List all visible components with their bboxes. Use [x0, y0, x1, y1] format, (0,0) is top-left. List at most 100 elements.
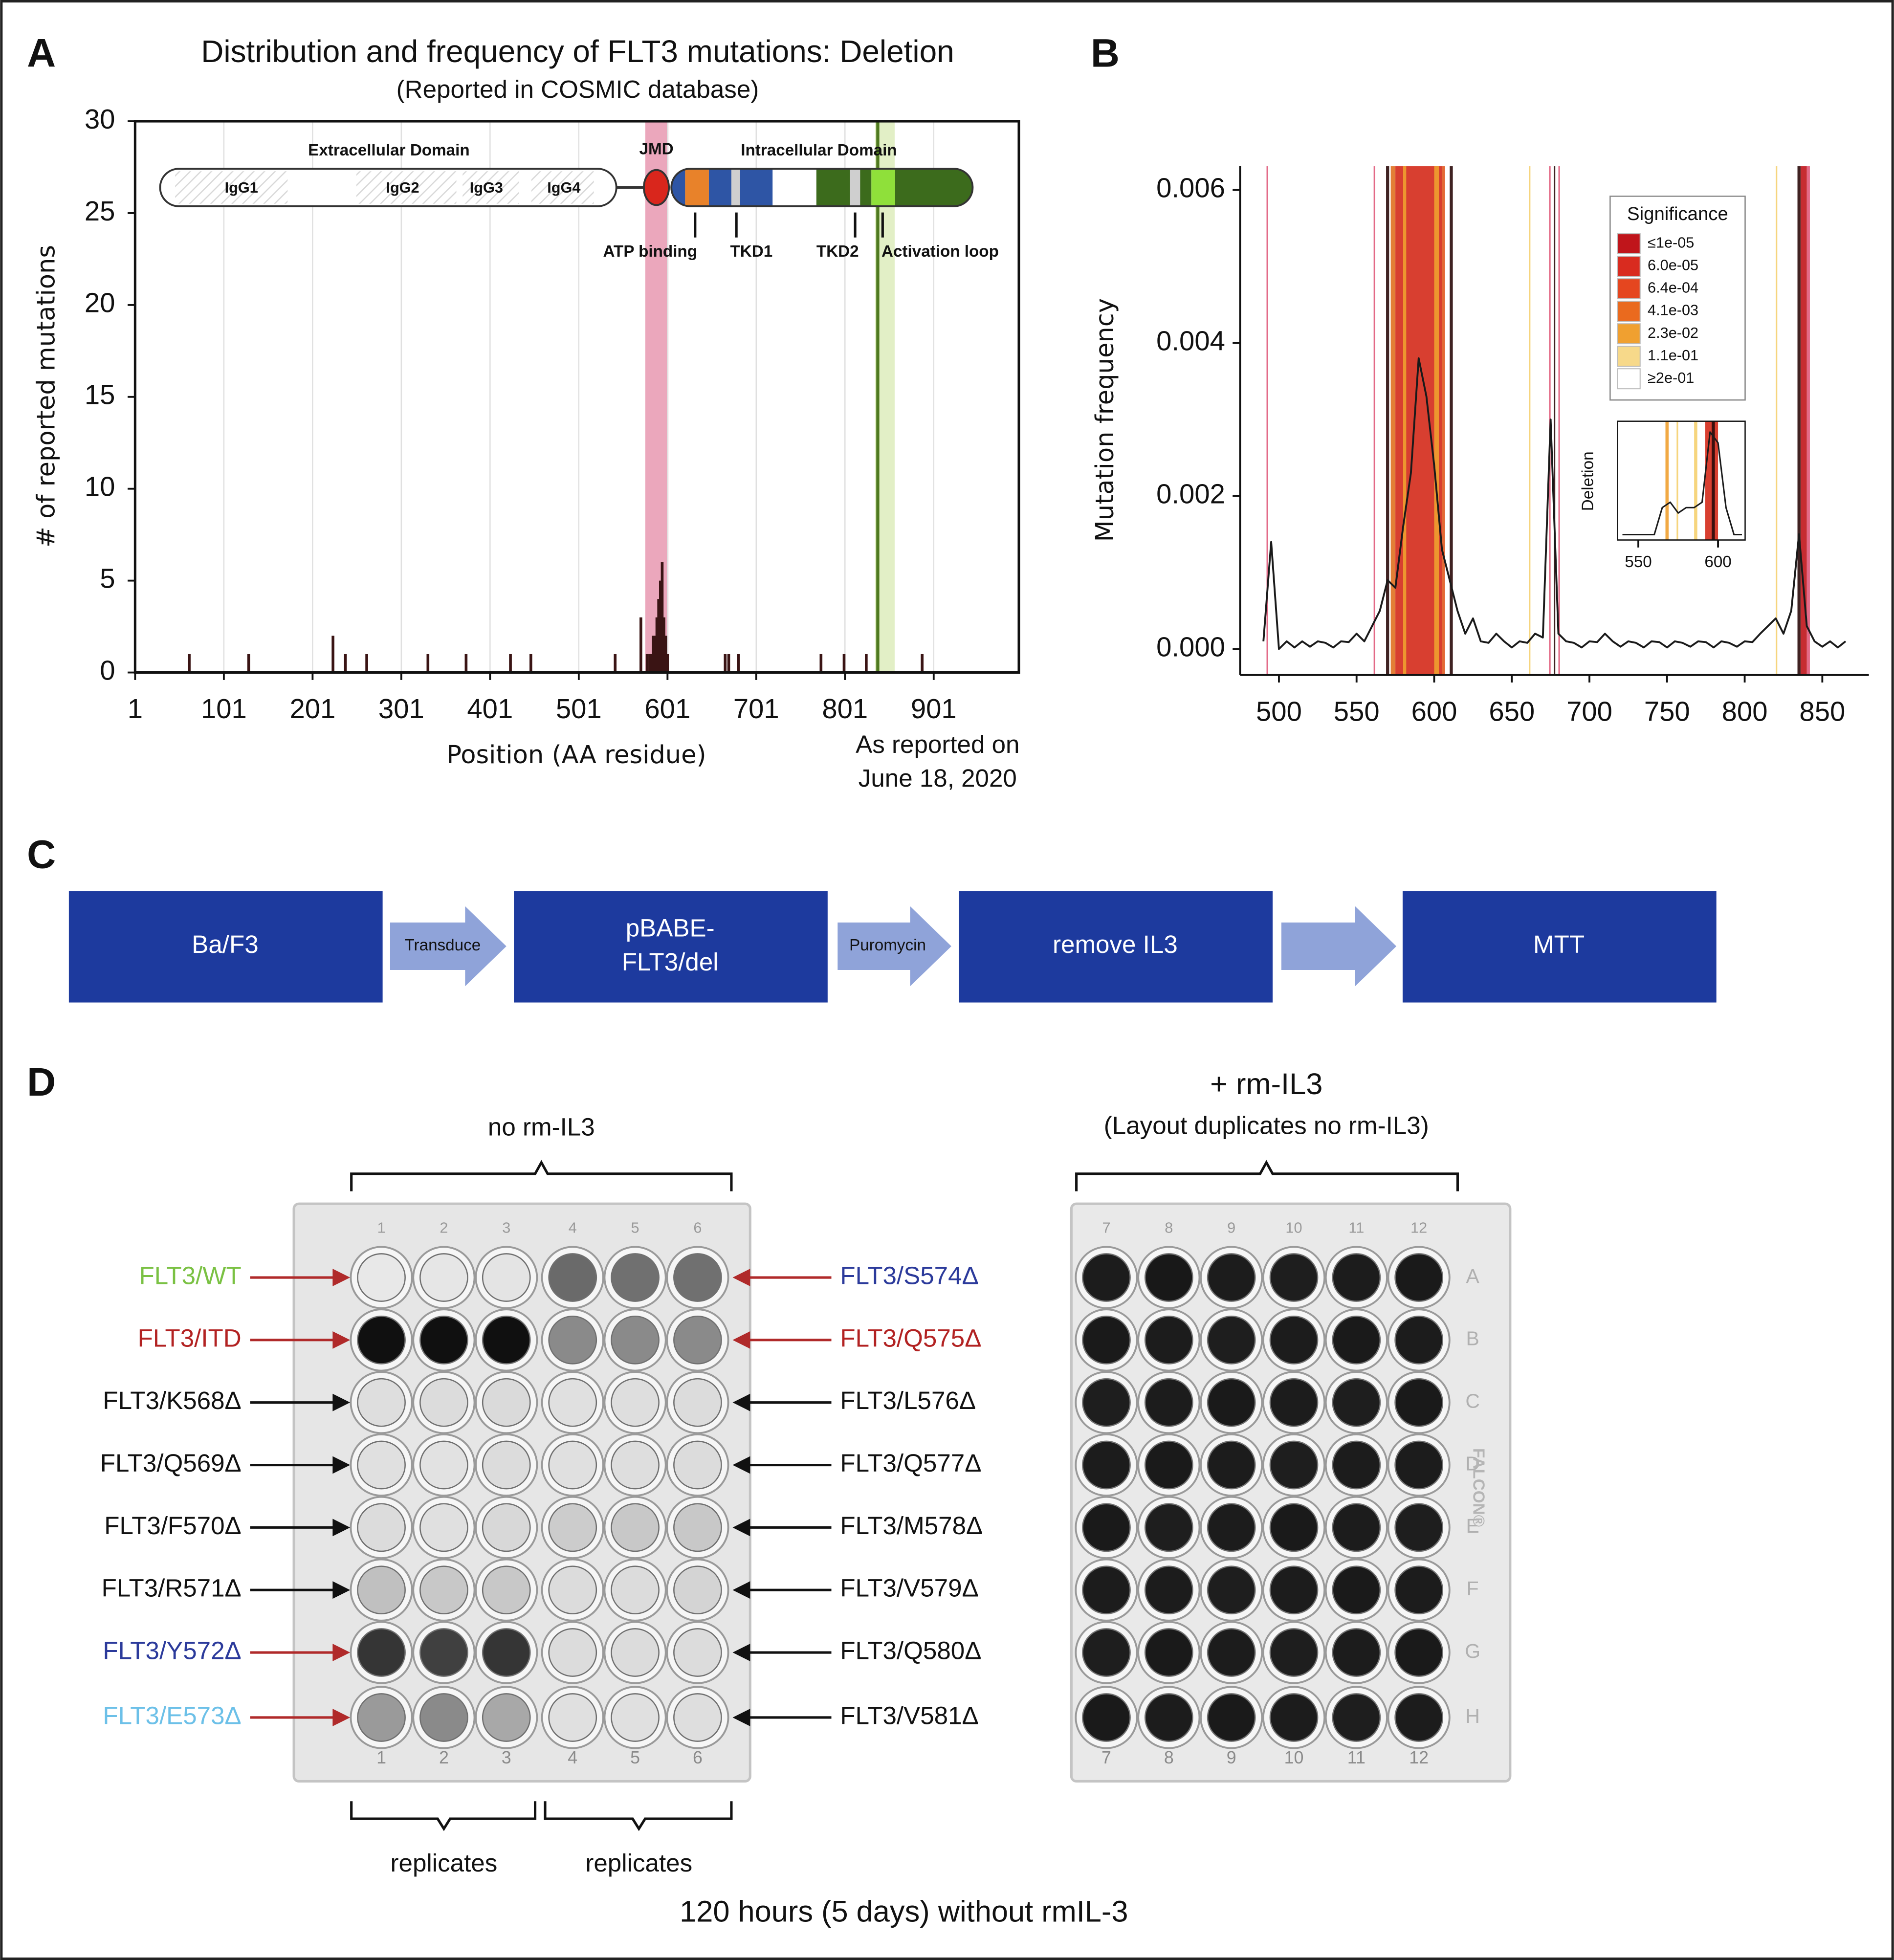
- well: [1082, 1503, 1131, 1552]
- legend-swatch: [1617, 278, 1641, 300]
- bar: [661, 562, 664, 673]
- well: [673, 1253, 722, 1302]
- significance-band: [1558, 166, 1560, 675]
- bar: [650, 654, 653, 673]
- well: [482, 1378, 531, 1427]
- flow-arrow: [1281, 906, 1397, 987]
- y-tick-label: 25: [85, 196, 115, 226]
- plate-row-label: A: [1466, 1265, 1479, 1287]
- y-tick-label: 15: [85, 379, 115, 410]
- plate-column-label: 9: [1227, 1748, 1236, 1767]
- well-label: FLT3/WT: [139, 1262, 241, 1290]
- well-label: FLT3/M578Δ: [840, 1512, 983, 1540]
- well: [611, 1565, 660, 1615]
- well: [673, 1565, 722, 1615]
- significance-band: [1266, 166, 1268, 675]
- well: [1269, 1315, 1319, 1365]
- plate-column-label: 6: [693, 1219, 702, 1236]
- x-tick-label: 850: [1799, 696, 1845, 727]
- node-label: remove IL3: [1053, 930, 1178, 958]
- legend-swatch: [1617, 233, 1641, 255]
- x-tick-label: 500: [1256, 696, 1302, 727]
- plate-column-label: 4: [568, 1748, 577, 1767]
- brace: [544, 1801, 733, 1831]
- well: [1332, 1253, 1381, 1302]
- igg-hatch: [531, 171, 594, 204]
- panel-label: D: [27, 1060, 56, 1104]
- x-tick-label: 550: [1625, 553, 1652, 571]
- well: [673, 1693, 722, 1742]
- x-tick-label: 600: [1411, 696, 1457, 727]
- igg-label: IgG3: [470, 179, 503, 196]
- well: [1269, 1628, 1319, 1677]
- well: [482, 1628, 531, 1677]
- bar: [247, 654, 250, 673]
- x-tick-label: 700: [1566, 696, 1612, 727]
- domain-label: JMD: [639, 140, 673, 158]
- well: [1144, 1503, 1193, 1552]
- arrow-head: [332, 1331, 351, 1349]
- plate-column-label: 5: [631, 1219, 639, 1236]
- well: [1082, 1315, 1131, 1365]
- x-tick-label: 101: [201, 693, 247, 724]
- feature-label: TKD1: [730, 242, 772, 261]
- significance-band: [1373, 166, 1375, 675]
- panel-label: A: [27, 31, 56, 76]
- replicates-label: replicates: [585, 1849, 692, 1877]
- bar: [727, 654, 730, 673]
- x-tick-label: 901: [911, 693, 957, 724]
- well: [419, 1315, 468, 1365]
- well: [1207, 1693, 1256, 1742]
- plate-column-label: 10: [1285, 1219, 1302, 1236]
- x-tick-label: 650: [1489, 696, 1535, 727]
- bar: [666, 654, 669, 673]
- well: [1082, 1565, 1131, 1615]
- well: [1144, 1628, 1193, 1677]
- significance-band: [1800, 166, 1807, 675]
- well: [611, 1315, 660, 1365]
- well: [419, 1503, 468, 1552]
- plate-column-label: 6: [693, 1748, 703, 1767]
- bar: [664, 636, 667, 673]
- chart-subtitle: (Reported in COSMIC database): [396, 75, 759, 103]
- bar: [865, 654, 868, 673]
- igg-label: IgG4: [547, 179, 580, 196]
- y-tick-label: 30: [85, 104, 115, 134]
- highlight-band: [645, 121, 669, 673]
- feature-label: TKD2: [816, 242, 859, 261]
- well: [1269, 1565, 1319, 1615]
- bar: [657, 599, 660, 673]
- plate-column-label: 12: [1410, 1219, 1427, 1236]
- igg-label: IgG1: [225, 179, 258, 196]
- well: [1207, 1440, 1256, 1490]
- well: [1394, 1315, 1444, 1365]
- plate-column-label: 11: [1348, 1219, 1364, 1236]
- bar: [614, 654, 617, 673]
- plate-row-label: B: [1466, 1327, 1479, 1350]
- flow-arrow: [390, 906, 507, 987]
- bar: [842, 654, 846, 673]
- well: [419, 1565, 468, 1615]
- well-label: FLT3/Q575Δ: [840, 1324, 981, 1352]
- y-tick-label: 0.006: [1156, 172, 1225, 203]
- x-tick-label: 501: [556, 693, 602, 724]
- chart-title: Distribution and frequency of FLT3 mutat…: [201, 34, 954, 69]
- well: [1144, 1693, 1193, 1742]
- plate-column-label: 11: [1347, 1748, 1365, 1767]
- bar: [509, 654, 512, 673]
- significance-band: [1386, 166, 1389, 675]
- legend-label: 4.1e-03: [1648, 302, 1698, 319]
- well: [1332, 1315, 1381, 1365]
- arrow-head: [732, 1331, 750, 1349]
- well: [419, 1440, 468, 1490]
- plate-column-label: 12: [1409, 1748, 1429, 1767]
- bar: [737, 654, 740, 673]
- plate-title: + rm-IL3: [1210, 1067, 1322, 1101]
- panel-label: B: [1091, 31, 1120, 76]
- x-tick-label: 600: [1704, 553, 1731, 571]
- well: [1269, 1378, 1319, 1427]
- well: [1332, 1440, 1381, 1490]
- well: [673, 1628, 722, 1677]
- well: [482, 1503, 531, 1552]
